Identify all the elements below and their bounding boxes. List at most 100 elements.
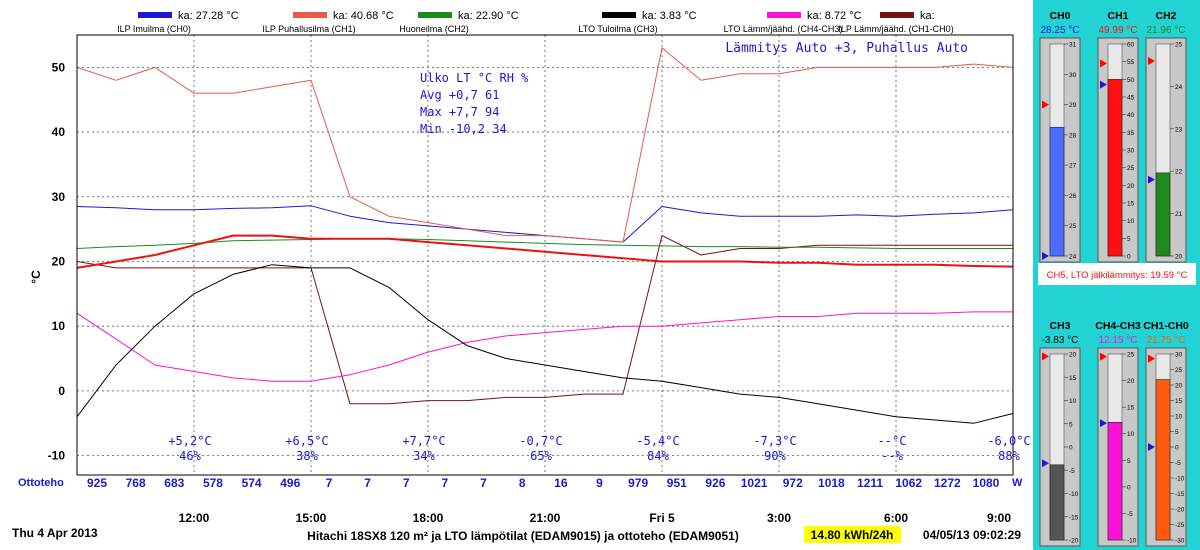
gauge-tick-label: 23 [1175,126,1183,133]
gauge-value: -3.83 °C [1042,335,1079,346]
x-tick-label: 12:00 [179,511,210,525]
gauge-value: 49.99 °C [1098,25,1137,36]
gauge-tick-label: 28 [1069,132,1077,139]
legend-swatch [293,12,327,18]
gauge-tick-label: 10 [1127,218,1135,225]
gauge-tick-label: 5 [1069,421,1073,428]
gauge-tick-label: 25 [1127,165,1135,172]
gauge-fill [1107,79,1123,257]
y-tick-label: -10 [48,449,66,463]
outdoor-stats-line: Min -10,2 34 [420,122,507,136]
gauge-tick-label: -5 [1069,468,1075,475]
outdoor-temp: --°C [878,434,907,448]
gauge-tick-label: 24 [1069,254,1077,261]
gauge-tick-label: 27 [1069,163,1077,170]
power-value: 7 [480,476,487,490]
gauge-tick-label: 30 [1127,148,1135,155]
gauge-marker [1148,175,1155,184]
outdoor-rh: 88% [998,449,1020,463]
plot-frame [76,34,1014,476]
gauge-tick-label: 29 [1069,102,1077,109]
power-label: Ottoteho [18,477,64,489]
ch5-text: CH5, LTO jälkilämmitys: 19.59 °C [1047,270,1188,281]
legend-avg: ka: [920,10,935,22]
power-value: 7 [326,476,333,490]
outdoor-temp: +6,5°C [285,434,328,448]
gauge-fill [1107,421,1123,541]
mode-text: Lämmitys Auto +3, Puhallus Auto [725,41,968,56]
power-value: 979 [628,476,648,490]
gauge-tick-label: -20 [1175,507,1185,514]
outdoor-rh: 84% [647,449,669,463]
y-axis-label: °C [29,270,43,284]
series-line [76,234,1014,269]
gauge-marker [1042,352,1049,361]
y-tick-label: 10 [52,319,66,333]
legend-name: Huoneilma (CH2) [399,24,469,34]
power-value: 9 [596,476,603,490]
series-line [76,235,1013,405]
power-value: 7 [442,476,449,490]
outdoor-rh: 46% [179,449,201,463]
gauge-fill [1049,126,1065,257]
gauge-marker [1148,56,1155,65]
gauge-value: 21.75 °C [1146,335,1185,346]
outdoor-stats-line: Ulko LT °C RH % [420,71,529,85]
outdoor-rh: 34% [413,449,435,463]
gauge-tick-label: 25 [1127,352,1135,359]
gauge-tick-label: 15 [1127,405,1135,412]
x-tick-label: 3:00 [767,511,791,525]
gauge-tick-label: 35 [1127,130,1135,137]
outdoor-temp: -5,4°C [636,434,679,448]
gauge-tick-label: 5 [1127,236,1131,243]
footer-date: Thu 4 Apr 2013 [12,526,98,540]
legend-swatch [880,12,914,18]
gauge-marker [1100,352,1107,361]
power-value: 925 [87,476,107,490]
gauge-fill [1049,464,1065,541]
gauge-tick-label: 45 [1127,95,1135,102]
gauge-tick-label: -5 [1127,511,1133,518]
bottom-bar: Ottoteho 925 768 683 578 574 496 7 7 7 7 7 8 16 9 979 95… [12,476,1023,543]
gauge-fill [1155,172,1171,257]
gauge-label: CH1 [1107,10,1128,22]
gauge-tick-label: 0 [1069,445,1073,452]
gauge-tick-label: 10 [1069,398,1077,405]
legend-name: ILP Lämm/jäähd. (CH1-CH0) [838,24,953,34]
gauge-marker [1042,459,1049,468]
plot-area: 50 40 30 20 10 0 -10 12:00 15:00 18:00 21:00 Fri 5 3… [29,34,1031,525]
gauge-tick-label: 25 [1175,42,1183,49]
power-value: 578 [203,476,223,490]
gauge-marker [1148,354,1155,363]
gauge-tick-label: 21 [1175,211,1183,218]
gauge-marker [1100,80,1107,89]
gauge-fill [1155,379,1171,541]
legend-avg: ka: 22.90 °C [458,10,519,22]
gauge-tick-label: 5 [1175,429,1179,436]
legend-swatch [602,12,636,18]
gauge-tick-label: 20 [1069,352,1077,359]
power-value: 16 [554,476,568,490]
gauge-tick-label: 20 [1127,183,1135,190]
gauge-tick-label: 20 [1175,254,1183,261]
y-tick-label: 20 [52,254,66,268]
power-value: 574 [242,476,262,490]
gauge-tick-label: 26 [1069,193,1077,200]
gauge-tick-label: 30 [1175,352,1183,359]
gauge-tick-label: 5 [1127,458,1131,465]
legend-swatch [418,12,452,18]
gauge-label: CH2 [1155,10,1176,22]
y-tick-label: 0 [58,384,65,398]
legend-swatch [767,12,801,18]
power-value: 1080 [973,476,1000,490]
legend-avg: ka: 27.28 °C [178,10,239,22]
energy-badge [804,526,901,543]
power-value: 972 [783,476,803,490]
gauge-tick-label: 24 [1175,84,1183,91]
x-tick-label: 9:00 [987,511,1011,525]
gauge-tick-label: 55 [1127,59,1135,66]
outdoor-rh: 38% [296,449,318,463]
power-value: 8 [519,476,526,490]
gauge-tick-label: 20 [1175,383,1183,390]
